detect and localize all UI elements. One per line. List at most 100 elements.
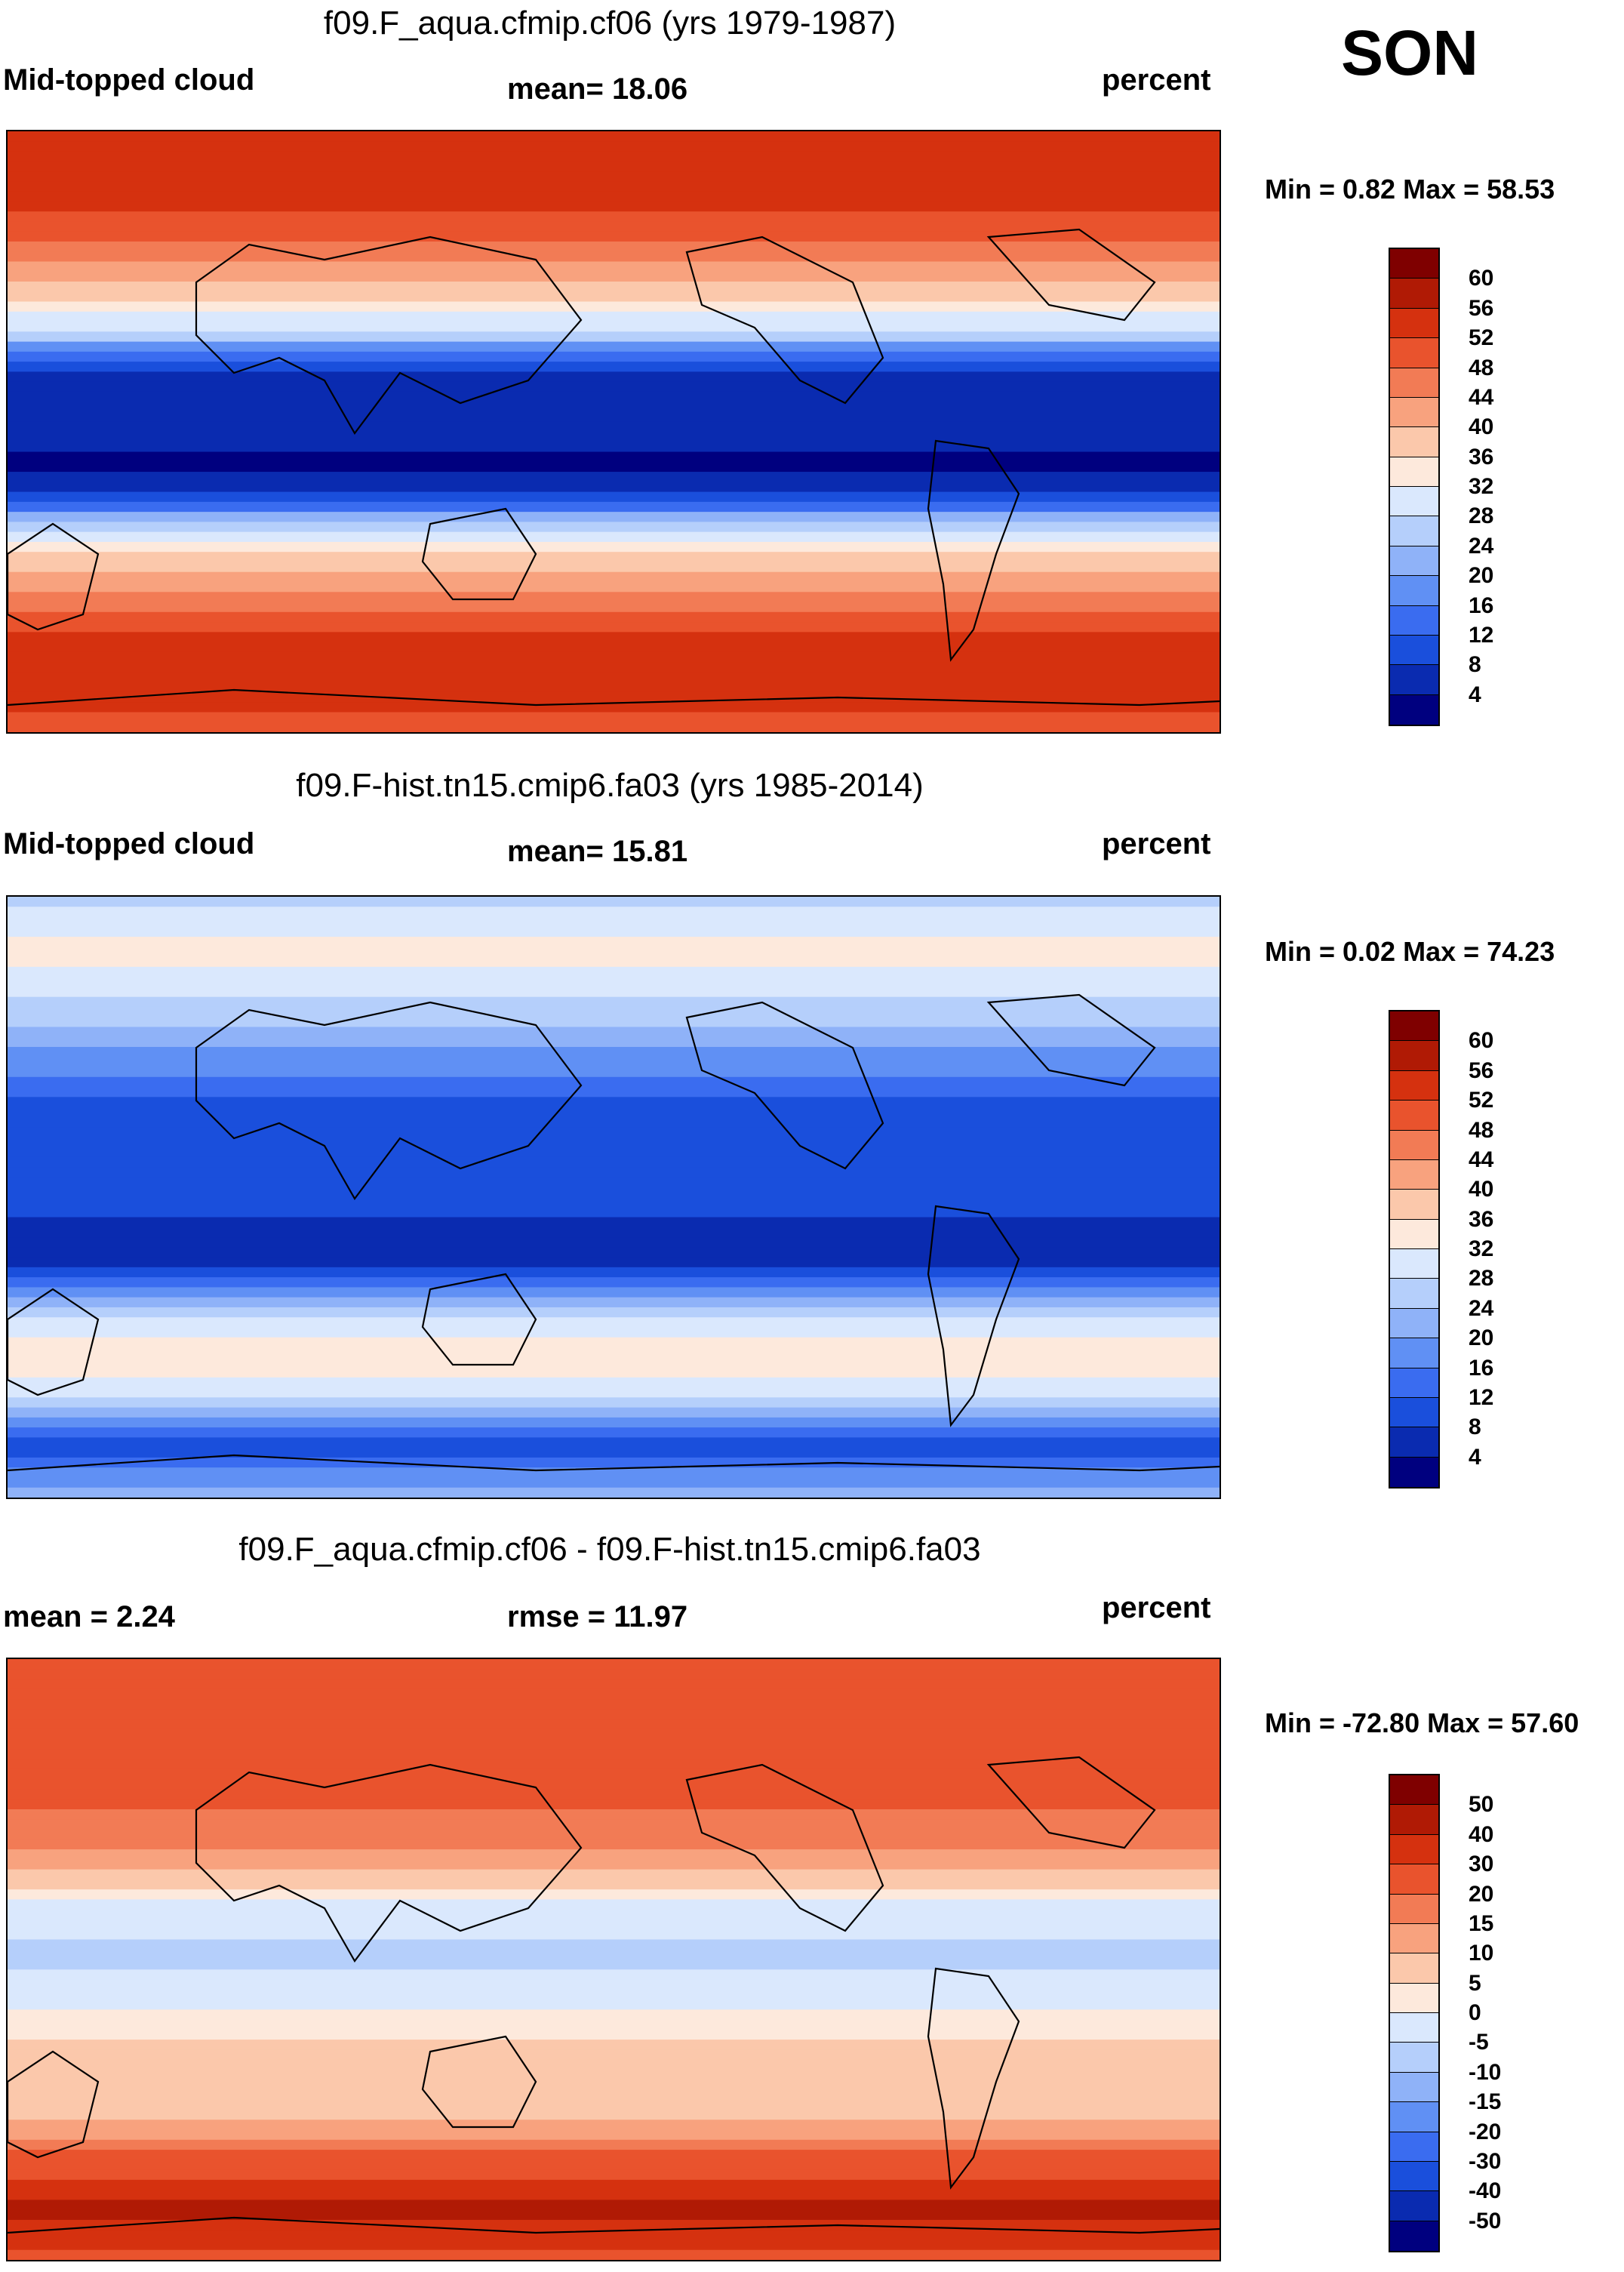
colorbar-swatch [1390, 338, 1438, 368]
heatmap-band [8, 1337, 1220, 1348]
heatmap-band [8, 1739, 1220, 1750]
colorbar-tick-label: -50 [1469, 2208, 1502, 2234]
heatmap-band [8, 1487, 1220, 1498]
heatmap-band [8, 632, 1220, 643]
heatmap-band [8, 411, 1220, 423]
heatmap-band [8, 1729, 1220, 1740]
colorbar-swatch [1390, 1279, 1438, 1309]
heatmap-band [8, 1377, 1220, 1388]
colorbar-swatch [1390, 1805, 1438, 1835]
heatmap-band [8, 1699, 1220, 1710]
heatmap-band [8, 1749, 1220, 1760]
colorbar-swatch [1390, 1041, 1438, 1071]
coastline [8, 522, 100, 631]
panel-3-mean-label: mean = 2.24 [3, 1600, 175, 1633]
coastline [195, 1001, 583, 1200]
heatmap-band [8, 592, 1220, 603]
heatmap-band [8, 201, 1220, 212]
heatmap-band [8, 2169, 1220, 2181]
heatmap-band [8, 151, 1220, 162]
heatmap-band [8, 442, 1220, 453]
heatmap-band [8, 1799, 1220, 1810]
colorbar-tick-label: 36 [1469, 444, 1494, 469]
heatmap-band [8, 1227, 1220, 1238]
colorbar-swatch [1390, 1864, 1438, 1895]
heatmap-band [8, 1167, 1220, 1178]
season-label: SON [1340, 17, 1479, 88]
panel-3-map [6, 1658, 1221, 2261]
colorbar-swatch [1390, 1983, 1438, 2013]
colorbar-tick-label: 12 [1469, 1384, 1494, 1410]
colorbar-swatch [1390, 1011, 1438, 1042]
heatmap-band [8, 651, 1220, 663]
heatmap-band [8, 1407, 1220, 1418]
colorbar-tick-label: 0 [1469, 2000, 1481, 2025]
heatmap-band [8, 1919, 1220, 1930]
colorbar-swatch [1390, 397, 1438, 428]
heatmap-band [8, 1207, 1220, 1218]
heatmap-band [8, 1006, 1220, 1017]
colorbar-swatch [1390, 1457, 1438, 1487]
heatmap-band [8, 1297, 1220, 1308]
heatmap-band [8, 1769, 1220, 1780]
panel-1-heatmap-svg [8, 131, 1220, 732]
heatmap-band [8, 1899, 1220, 1910]
heatmap-band [8, 1257, 1220, 1268]
heatmap-band [8, 1217, 1220, 1228]
heatmap-band [8, 712, 1220, 723]
heatmap-band [8, 1187, 1220, 1198]
heatmap-band [8, 472, 1220, 482]
heatmap-band [8, 1960, 1220, 1970]
heatmap-band [8, 1779, 1220, 1790]
colorbar-tick-label: 36 [1469, 1206, 1494, 1232]
colorbar-swatch [1390, 427, 1438, 457]
colorbar-tick-label: 48 [1469, 355, 1494, 380]
heatmap-band [8, 141, 1220, 152]
heatmap-band [8, 1819, 1220, 1830]
heatmap-band [8, 582, 1220, 593]
colorbar-tick-label: -30 [1469, 2148, 1502, 2174]
heatmap-band [8, 531, 1220, 543]
coastline [685, 1763, 884, 1932]
panel-2-map [6, 895, 1221, 1499]
coastline [8, 1288, 100, 1396]
heatmap-band [8, 421, 1220, 433]
heatmap-band [8, 1689, 1220, 1700]
colorbar-tick-label: 40 [1469, 414, 1494, 440]
colorbar-swatch [1390, 308, 1438, 339]
coastline [986, 228, 1156, 322]
heatmap-band [8, 2249, 1220, 2260]
colorbar-tick-label: 30 [1469, 1852, 1494, 1877]
panel-2-colorbar [1389, 1010, 1440, 1488]
coastline [986, 993, 1156, 1087]
heatmap-band [8, 1679, 1220, 1690]
coastline [685, 1001, 884, 1170]
heatmap-band [8, 1367, 1220, 1378]
heatmap-band [8, 2179, 1220, 2190]
heatmap-band [8, 1659, 1220, 1670]
heatmap-band [8, 482, 1220, 493]
heatmap-band [8, 662, 1220, 673]
colorbar-swatch [1390, 516, 1438, 546]
heatmap-band [8, 1387, 1220, 1398]
heatmap-band [8, 1869, 1220, 1880]
heatmap-band [8, 1719, 1220, 1730]
panel-1-min-max: Min = 0.82 Max = 58.53 [1265, 174, 1555, 205]
heatmap-band [8, 947, 1220, 958]
heatmap-band [8, 1076, 1220, 1088]
heatmap-band [8, 1097, 1220, 1108]
colorbar-tick-label: 48 [1469, 1117, 1494, 1143]
coastline [986, 1756, 1156, 1849]
heatmap-band [8, 897, 1220, 907]
colorbar-swatch [1390, 2221, 1438, 2251]
heatmap-band [8, 2110, 1220, 2120]
heatmap-band [8, 1267, 1220, 1278]
heatmap-band [8, 2190, 1220, 2200]
heatmap-band [8, 2150, 1220, 2160]
heatmap-band [8, 1889, 1220, 1900]
panel-3-units-label: percent [1102, 1591, 1211, 1624]
heatmap-band [8, 322, 1220, 332]
panel-1-map [6, 130, 1221, 734]
colorbar-swatch [1390, 1130, 1438, 1160]
panel-1-units-label: percent [1102, 63, 1211, 97]
